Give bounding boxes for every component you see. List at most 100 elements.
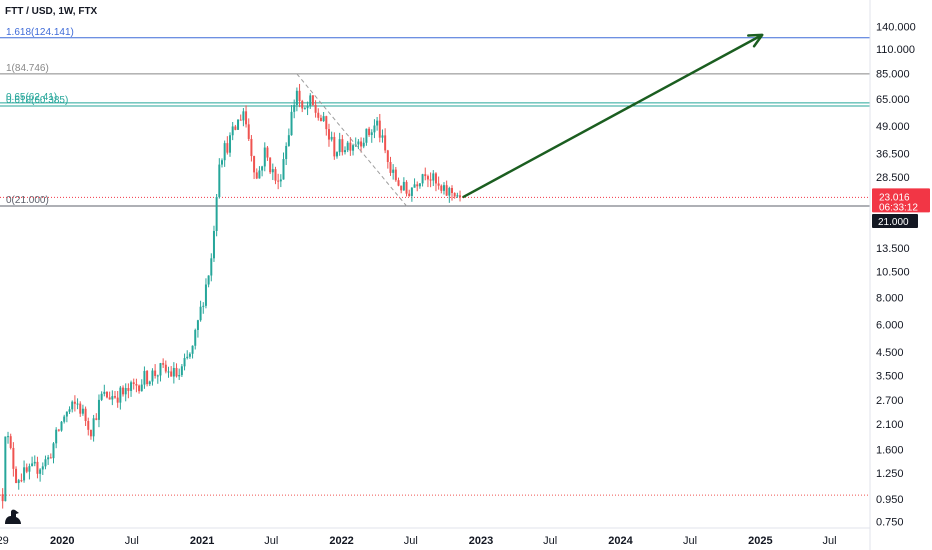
level-price-tag: [872, 213, 918, 228]
candle-body: [81, 408, 84, 414]
candle-body: [167, 371, 170, 373]
bar-countdown-label: 06:33:12: [879, 202, 918, 213]
candle-body: [196, 320, 199, 330]
candle-body: [376, 120, 379, 126]
candle-body: [365, 128, 368, 143]
candle-body: [434, 173, 437, 184]
x-tick-label: 2020: [50, 535, 74, 547]
candle-body: [453, 193, 456, 197]
candle-body: [392, 169, 395, 173]
candle-body: [349, 142, 352, 151]
fib-level-label: 0.65(62.41): [6, 92, 57, 103]
candle-body: [180, 366, 183, 376]
candle-body: [9, 436, 12, 448]
x-tick-label: 2024: [608, 535, 633, 547]
candle-body: [400, 185, 403, 191]
candle-body: [437, 183, 440, 186]
candle-body: [287, 135, 290, 146]
candle-body: [154, 370, 157, 376]
candle-body: [429, 179, 432, 181]
candle-body: [333, 136, 336, 157]
candle-body: [47, 457, 50, 460]
time-axis[interactable]: 29 2020 Jul 2021 Jul 2022 Jul 2023 Jul 2024 Jul 202…: [0, 527, 870, 547]
candle-body: [138, 385, 141, 392]
y-tick-label: 2.700: [876, 395, 904, 407]
drawing-overlays[interactable]: [296, 33, 764, 207]
candle-body: [68, 409, 71, 412]
candle-body: [87, 420, 90, 430]
y-tick-label: 85.000: [876, 69, 910, 81]
candle-body: [424, 174, 427, 177]
candle-body: [306, 106, 309, 109]
candle-body: [274, 169, 277, 181]
candle-body: [20, 480, 23, 482]
x-tick-label: Jul: [683, 535, 697, 547]
candle-body: [335, 152, 338, 157]
candle-body: [111, 396, 114, 400]
candle-body: [394, 169, 397, 181]
candle-body: [191, 345, 194, 354]
candle-body: [55, 429, 58, 444]
candle-body: [1, 494, 4, 502]
x-tick-label: 2025: [748, 535, 772, 547]
candle-body: [186, 356, 189, 359]
candle-body: [194, 329, 197, 346]
candle-body: [357, 141, 360, 145]
price-axis[interactable]: 140.000 110.000 85.000 65.000 49.000 36.500 28…: [869, 0, 916, 550]
y-tick-label: 1.250: [876, 468, 904, 480]
plot-area[interactable]: [0, 0, 870, 528]
y-tick-label: 49.000: [876, 121, 910, 133]
candle-body: [378, 120, 381, 138]
fib-level-label: 0(21.000): [6, 195, 49, 206]
candle-body: [226, 143, 229, 153]
candle-body: [79, 403, 82, 414]
fib-level-label: 0.618(60.385): [6, 95, 68, 106]
x-tick-label: Jul: [543, 535, 557, 547]
candle-body: [122, 387, 125, 395]
candle-body: [44, 459, 47, 467]
candle-body: [220, 160, 223, 165]
x-tick-label: 29: [0, 535, 9, 547]
candle-body: [413, 184, 416, 188]
candle-body: [49, 457, 52, 459]
x-tick-label: Jul: [125, 535, 139, 547]
y-tick-label: 28.500: [876, 172, 910, 184]
candle-body: [84, 408, 87, 421]
level-price-label: 21.000: [878, 217, 909, 228]
candle-body: [33, 461, 36, 464]
candle-body: [31, 463, 34, 467]
candle-body: [183, 358, 186, 367]
candle-body: [234, 126, 237, 130]
candle-body: [95, 418, 98, 420]
candle-body: [57, 429, 60, 431]
fibonacci-levels[interactable]: 1.618(124.141) 1(84.746) 0.65(62.41)0.618(…: [0, 27, 870, 496]
candle-body: [293, 104, 296, 112]
candle-body: [295, 90, 298, 105]
candle-body: [28, 466, 31, 472]
projection-arrow-line[interactable]: [462, 33, 763, 199]
x-tick-label: 2021: [190, 535, 214, 547]
candle-body: [135, 384, 138, 386]
candle-body: [108, 397, 111, 400]
fib-trend-dashed-line[interactable]: [296, 73, 407, 207]
candle-body: [124, 387, 127, 395]
candle-body: [277, 180, 280, 182]
candle-body: [25, 467, 28, 472]
candle-body: [92, 418, 95, 437]
candle-body: [322, 116, 325, 122]
candle-body: [346, 142, 349, 151]
candle-body: [432, 173, 435, 181]
tradingview-logo-icon[interactable]: [5, 509, 21, 524]
candle-body: [319, 117, 322, 122]
candle-body: [410, 187, 413, 196]
candle-body: [15, 468, 18, 483]
y-tick-label: 2.100: [876, 419, 904, 431]
candle-body: [279, 179, 282, 182]
candle-body: [301, 101, 304, 109]
candle-body: [12, 447, 15, 469]
candle-body: [448, 188, 451, 196]
candle-body: [325, 116, 328, 130]
candle-body: [156, 375, 159, 377]
candle-body: [143, 370, 146, 385]
